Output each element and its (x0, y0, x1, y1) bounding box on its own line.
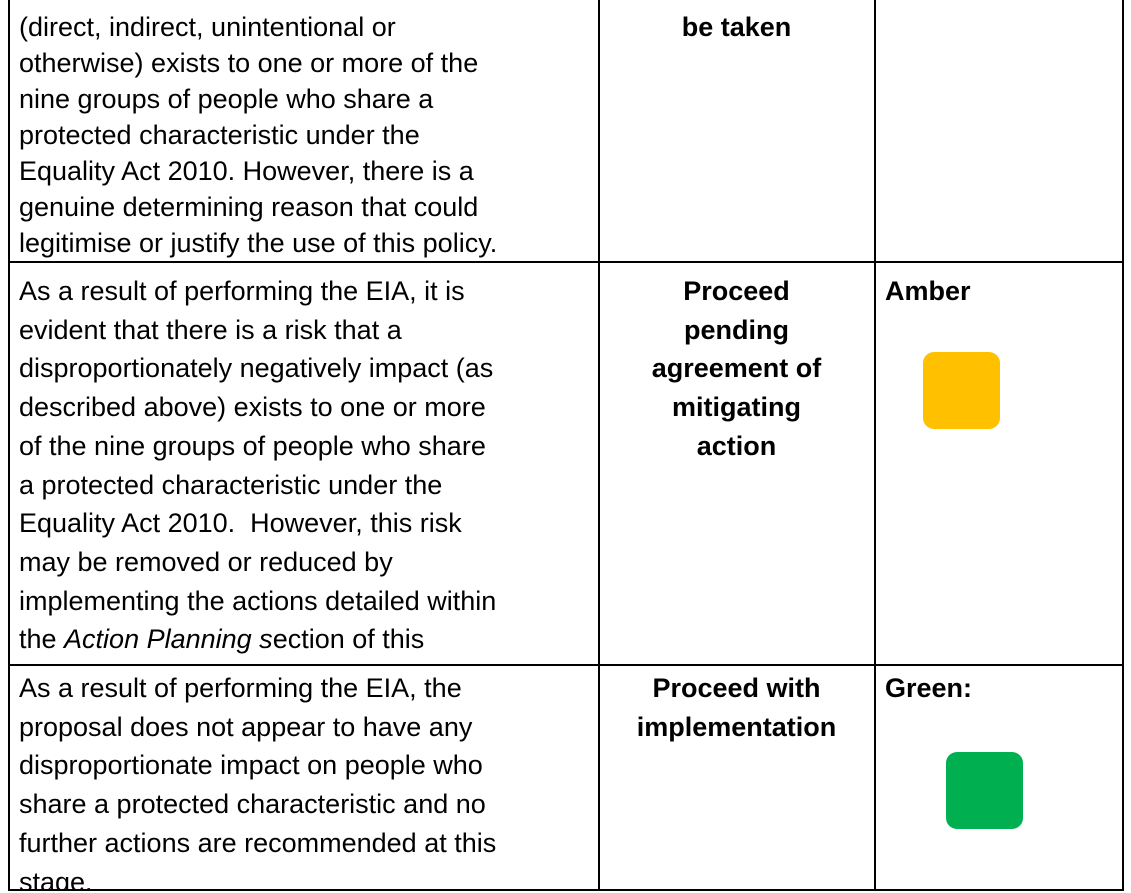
text-line: may be removed or reduced by (19, 546, 393, 577)
action-line: pending (684, 314, 789, 345)
table-cell (875, 0, 1124, 263)
text-line: nine groups of people who share a (19, 84, 434, 114)
text-line: As a result of performing the EIA, the (19, 673, 462, 703)
action-line: Proceed (683, 276, 790, 306)
rating-swatch (923, 352, 1000, 429)
table-cell: (direct, indirect, unintentional or other… (8, 0, 600, 263)
action-line: action (696, 430, 777, 461)
action-line: Proceed with (652, 673, 821, 703)
text-line: described above) exists to one or more (19, 392, 486, 423)
text-line: Equality Act 2010. However, this risk (19, 508, 462, 539)
table-cell: As a result of performing the EIA, it is… (8, 263, 600, 666)
action-line: be taken (681, 12, 792, 42)
text-line: (direct, indirect, unintentional or (19, 12, 396, 42)
text-line: the Action Planning section of this (19, 620, 598, 659)
text-line: Equality Act 2010. However, there is a (19, 156, 474, 186)
text-line: share a protected characteristic and no (19, 789, 486, 820)
action-line: mitigating (672, 392, 801, 423)
text-line: further actions are recommended at this (19, 827, 497, 858)
table-cell: Green: (875, 666, 1124, 891)
text-run: the (19, 624, 65, 655)
text-line: document. (19, 659, 598, 664)
rating-label: Amber (885, 276, 971, 306)
rating-label: Green: (885, 673, 973, 703)
text-line: otherwise) exists to one or more of the (19, 48, 479, 78)
action-line: agreement of (651, 353, 822, 384)
text-line: evident that there is a risk that a (19, 314, 402, 345)
table-cell: Amber (875, 263, 1124, 666)
table-cell: be taken (599, 0, 876, 263)
text-line: legitimise or justify the use of this po… (19, 228, 498, 258)
text-line: proposal does not appear to have any (19, 711, 473, 742)
text-line: protected characteristic under the (19, 120, 420, 150)
table-cell: Proceed with implementation (599, 666, 876, 891)
table-cell: As a result of performing the EIA, the pr… (8, 666, 600, 891)
text-line: genuine determining reason that could (19, 192, 479, 222)
text-run: Action Planning s (64, 624, 273, 655)
action-line: implementation (636, 711, 837, 742)
text-line: of the nine groups of people who share (19, 430, 486, 461)
text-line: disproportionate impact on people who (19, 750, 483, 781)
rating-swatch (946, 752, 1023, 829)
text-line: disproportionately negatively impact (as (19, 353, 494, 384)
text-line: stage. (19, 866, 93, 891)
text-line: a protected characteristic under the (19, 469, 443, 500)
text-line: implementing the actions detailed within (19, 585, 497, 616)
table-cell: Proceed pending agreement of mitigating acti… (599, 263, 876, 666)
text-run: ection of this (272, 624, 425, 655)
text-line: As a result of performing the EIA, it is (19, 276, 465, 306)
